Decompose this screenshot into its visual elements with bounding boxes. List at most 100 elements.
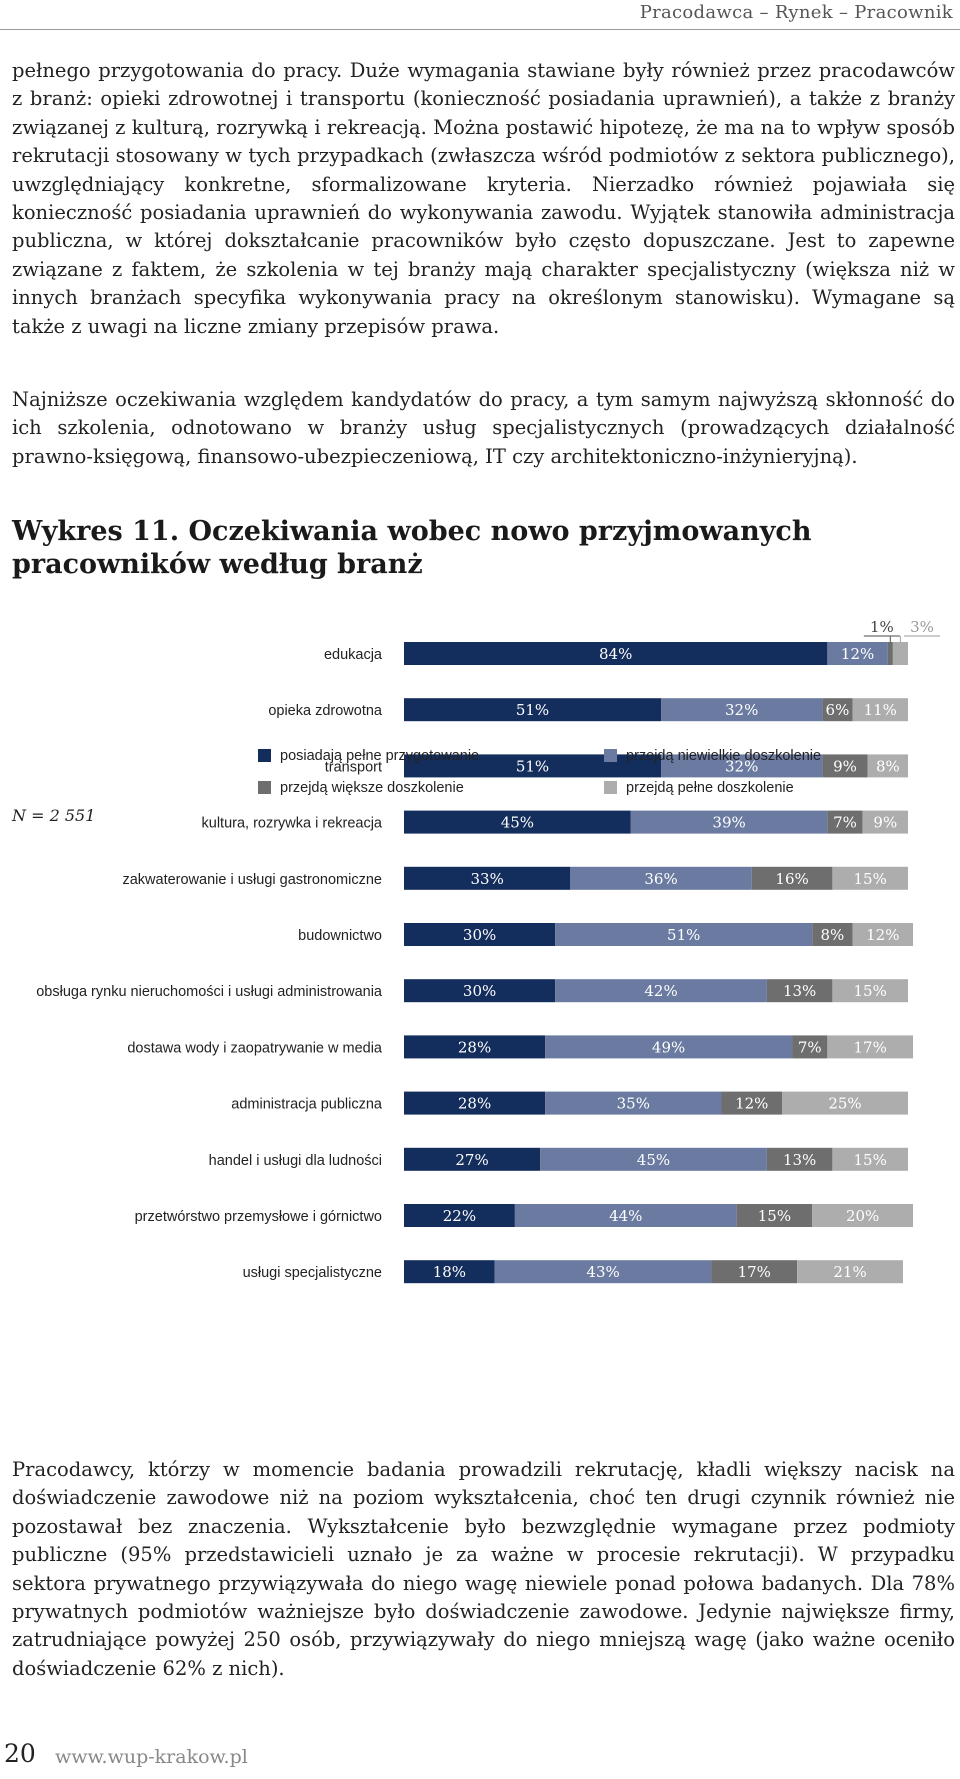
bar-segment: [630, 810, 828, 834]
bar-segment: [540, 1147, 767, 1171]
category-label: budownictwo: [298, 928, 382, 944]
legend-swatch: [258, 781, 271, 794]
stacked-bar-chart: edukacja 84% 12% 1% 3% opieka zdrowotna 51% 32%…: [0, 600, 960, 1320]
data-label: 39%: [712, 814, 745, 832]
data-label: 8%: [821, 926, 845, 944]
category-label: opieka zdrowotna: [268, 703, 383, 719]
data-label: 28%: [458, 1095, 491, 1113]
bar-segment: [545, 1035, 793, 1059]
bar-segment: [404, 810, 631, 834]
bar-segment: [404, 754, 662, 778]
data-label: 13%: [783, 982, 816, 1000]
bar-segment: [545, 1091, 722, 1115]
bar-segment: [736, 1204, 813, 1227]
bar-segment: [766, 1147, 833, 1171]
data-label: 15%: [758, 1207, 791, 1225]
legend-label: posiadają pełne przygotowanie: [280, 748, 479, 764]
data-label: 45%: [637, 1151, 670, 1169]
data-label: 12%: [735, 1095, 768, 1113]
data-label: 9%: [873, 814, 897, 832]
data-label: 51%: [516, 701, 549, 719]
category-label: edukacja: [324, 647, 383, 663]
data-label: 18%: [433, 1263, 466, 1281]
category-label: transport: [325, 759, 382, 775]
bar-segment: [832, 866, 908, 890]
chart-svg: edukacja 84% 12% 1% 3% opieka zdrowotna 51% 32%…: [11, 618, 940, 1284]
sample-size-note: N = 2 551: [11, 806, 95, 825]
bar-segment: [555, 923, 813, 946]
data-label: 30%: [463, 926, 496, 944]
data-label: 84%: [599, 645, 632, 663]
category-label: handel i usługi dla ludności: [209, 1153, 382, 1169]
data-label: 32%: [725, 757, 758, 775]
bar-segment: [404, 1147, 541, 1171]
bar-segment: [721, 1091, 782, 1115]
bar-segment: [852, 923, 914, 946]
body-paragraph-3: Pracodawcy, którzy w momencie badania pr…: [12, 1458, 955, 1680]
bar-segment: [812, 1204, 914, 1227]
bar-segment: [514, 1204, 737, 1227]
bar-segment: [792, 1035, 828, 1059]
bar-segment: [827, 810, 863, 834]
website-footer: www.wup-krakow.pl: [55, 1746, 248, 1768]
bar-segment: [867, 754, 908, 778]
legend-label: przejdą pełne doszkolenie: [626, 780, 794, 796]
legend-label: przejdą większe doszkolenie: [280, 780, 464, 796]
bar-segment: [827, 1035, 914, 1059]
data-label: 6%: [826, 701, 850, 719]
data-label: 44%: [609, 1207, 642, 1225]
data-label: 15%: [854, 870, 887, 888]
data-label: 7%: [833, 814, 857, 832]
bar-segment: [832, 1147, 908, 1171]
data-label: 51%: [516, 757, 549, 775]
bar-segment: [555, 979, 767, 1003]
bar-segment: [404, 1204, 515, 1227]
data-label: 43%: [586, 1263, 619, 1281]
data-label: 12%: [841, 645, 874, 663]
category-label: obsługa rynku nieruchomości i usługi adm…: [36, 984, 383, 1000]
data-label: 17%: [738, 1263, 771, 1281]
category-label: usługi specjalistyczne: [243, 1265, 382, 1281]
bar-segment: [404, 923, 556, 946]
data-label: 3%: [910, 618, 934, 636]
chart-title: Wykres 11. Oczekiwania wobec nowo przyjm…: [12, 516, 812, 580]
data-label: 32%: [725, 701, 758, 719]
legend-swatch: [604, 781, 617, 794]
data-label: 51%: [667, 926, 700, 944]
legend-swatch: [258, 749, 271, 762]
header-divider: [0, 29, 960, 30]
data-label: 36%: [644, 870, 677, 888]
legend-swatch: [604, 749, 617, 762]
data-label: 11%: [864, 701, 897, 719]
bar-segment: [852, 698, 908, 722]
data-label: 9%: [833, 757, 857, 775]
bar-segment: [822, 754, 868, 778]
data-label: 28%: [458, 1038, 491, 1056]
bar-segment: [404, 642, 828, 665]
data-label: 8%: [876, 757, 900, 775]
data-label: 30%: [463, 982, 496, 1000]
bar-segment: [797, 1260, 903, 1284]
data-label: 27%: [455, 1151, 488, 1169]
bar-segment: [404, 1260, 495, 1284]
bar-segment: [494, 1260, 712, 1284]
bar-segment: [822, 698, 853, 722]
bar-segment: [782, 1091, 908, 1115]
bar-segment: [404, 979, 556, 1003]
bar-segment: [661, 698, 823, 722]
category-label: przetwórstwo przemysłowe i górnictwo: [135, 1209, 382, 1225]
bar-segment: [887, 642, 893, 665]
data-label: 1%: [870, 618, 894, 636]
bar-segment: [751, 866, 833, 890]
category-label: zakwaterowanie i usługi gastronomiczne: [122, 872, 382, 888]
bar-segment: [766, 979, 833, 1003]
bar-segment: [404, 1035, 546, 1059]
bar-segment: [827, 642, 888, 665]
data-label: 16%: [775, 870, 808, 888]
bar-segment: [570, 866, 752, 890]
data-label: 20%: [846, 1207, 879, 1225]
bar-segment: [404, 1091, 546, 1115]
data-label: 7%: [798, 1038, 822, 1056]
bar-segment: [661, 754, 823, 778]
body-paragraph-2: Najniższe oczekiwania względem kandydató…: [12, 388, 955, 468]
